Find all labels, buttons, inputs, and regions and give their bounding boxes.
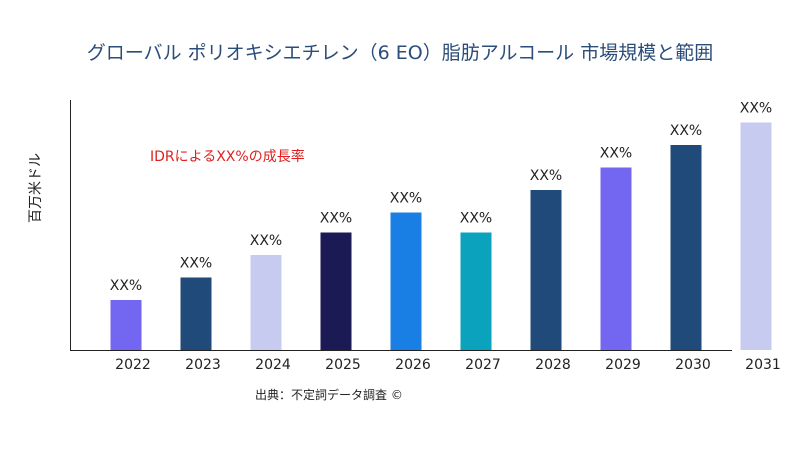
y-axis-label: 百万米ドル <box>28 153 44 223</box>
x-tick-label-2022: 2022 <box>115 357 151 373</box>
bar-2029 <box>600 167 632 350</box>
data-label-2031: XX% <box>740 101 772 117</box>
x-tick-label-2024: 2024 <box>255 357 291 373</box>
bar-2027 <box>460 232 492 350</box>
x-tick-label-2027: 2027 <box>465 357 501 373</box>
bar-2023 <box>180 277 212 350</box>
x-tick-label-2030: 2030 <box>675 357 711 373</box>
x-tick-labels-group: 2022 2023 2024 2025 2026 2027 2028 2029 2030 2031 <box>115 357 781 373</box>
bar-2024 <box>250 255 282 350</box>
bar-2026 <box>390 212 422 350</box>
data-label-2027: XX% <box>460 211 492 227</box>
bars-group <box>110 122 772 350</box>
bar-2030 <box>670 145 702 350</box>
data-label-2030: XX% <box>670 123 702 139</box>
bar-2031 <box>740 122 772 350</box>
data-label-2025: XX% <box>320 211 352 227</box>
x-tick-label-2023: 2023 <box>185 357 221 373</box>
data-label-2022: XX% <box>110 278 142 294</box>
source-note: 出典：不定詞データ調査 © <box>255 387 403 402</box>
growth-annotation: IDRによるXX%の成長率 <box>150 148 305 165</box>
data-label-2024: XX% <box>250 233 282 249</box>
data-label-2026: XX% <box>390 191 422 207</box>
x-tick-label-2031: 2031 <box>745 357 781 373</box>
bar-2028 <box>530 190 562 350</box>
x-tick-label-2025: 2025 <box>325 357 361 373</box>
data-label-2029: XX% <box>600 146 632 162</box>
x-tick-label-2026: 2026 <box>395 357 431 373</box>
chart-title: グローバル ポリオキシエチレン（6 EO）脂肪アルコール 市場規模と範囲 <box>87 42 713 64</box>
data-label-2023: XX% <box>180 256 212 272</box>
bar-2022 <box>110 300 142 350</box>
x-tick-label-2029: 2029 <box>605 357 641 373</box>
data-labels-group: XX% XX% XX% XX% XX% XX% XX% XX% XX% XX% <box>110 101 772 295</box>
x-tick-label-2028: 2028 <box>535 357 571 373</box>
data-label-2028: XX% <box>530 168 562 184</box>
bar-2025 <box>320 232 352 350</box>
